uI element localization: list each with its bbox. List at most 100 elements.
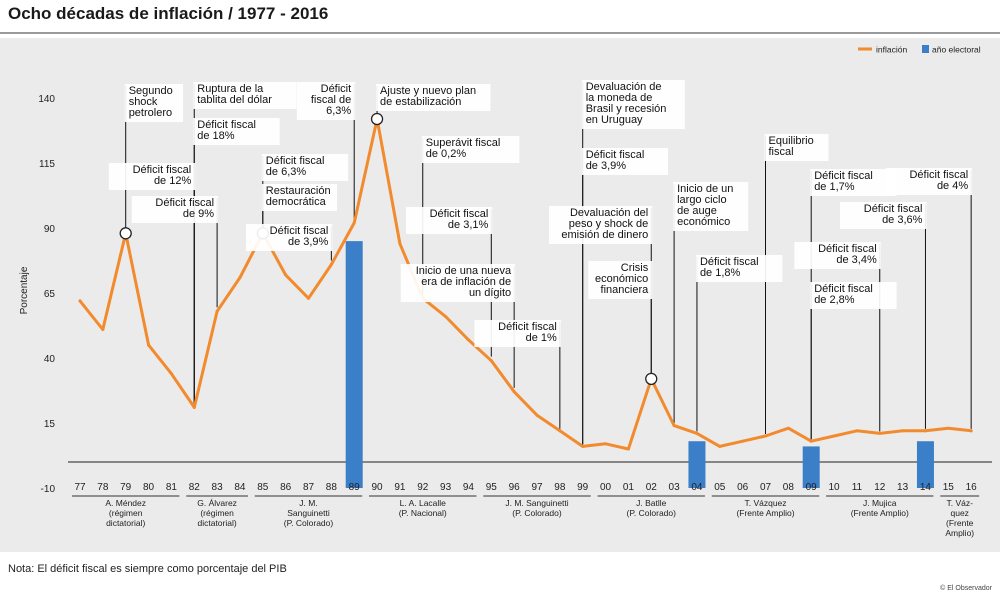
data-point [192,405,196,409]
data-point [238,276,242,280]
annotation-box [261,154,349,181]
annotation-box [549,206,653,244]
x-tick-label: 04 [691,482,703,493]
annotation-label: Superávit fiscal de 0,2% [426,137,501,160]
president-line: J. M. [299,498,317,508]
annotation-line: Brasil y recesión [586,103,667,115]
x-tick-label: 03 [669,482,681,493]
inflation-line [78,117,973,451]
data-point [832,434,836,438]
annotation-line: de 1,7% [814,181,855,193]
annotation-line: de 1,8% [700,267,741,279]
annotation-line: largo ciclo [677,194,727,206]
annotation-label: Déficit fiscal de 1% [498,321,557,344]
annotation-label: Déficit fiscal de 6,3% [266,155,325,178]
annotation-label: Déficit fiscal de 3,9% [270,225,329,248]
data-point [329,263,333,267]
annotation-line: petrolero [129,107,172,119]
x-tick-label: 81 [166,482,178,493]
president-line: (P. Nacional) [399,508,447,518]
annotation-line: Déficit fiscal [909,169,968,181]
data-point [489,359,493,363]
annotation-line: fiscal [769,146,794,158]
annotation-line: Déficit fiscal [818,243,877,255]
president-line: (Frente Amplio) [851,508,909,518]
data-point [215,309,219,313]
x-tick-label: 09 [806,482,818,493]
annotation-line: Déficit fiscal [498,321,557,333]
x-tick-label: 77 [74,482,86,493]
footnote: Nota: El déficit fiscal es siempre como … [8,563,287,575]
annotation-box [261,184,337,211]
annotation-label: Segundo shock petrolero [129,85,173,119]
annotation-line: de 3,9% [288,236,329,248]
president-line: T. Váz- [946,498,973,508]
annotation-box [376,84,491,111]
legend-election-swatch [922,45,929,53]
annotation-line: emisión de dinero [561,229,648,241]
annotation-label: Déficit fiscal de 12% [133,164,192,187]
data-point [535,413,539,417]
annotation-line: shock [129,96,158,108]
annotation-line: de 18% [197,130,235,142]
data-point [855,429,859,433]
legend: inflación año electoral [858,45,981,55]
president-label: G. Álvarez (régimen dictatorial) [197,498,237,528]
data-point [672,424,676,428]
annotation-line: de 4% [937,180,968,192]
data-point [923,429,927,433]
x-tick-label: 80 [143,482,155,493]
x-tick-label: 91 [394,482,406,493]
annotation-line: de 1% [526,332,557,344]
data-point [626,447,630,451]
annotation-line: financiera [601,284,650,296]
annotation-line: Ajuste y nuevo plan [380,85,476,97]
data-point [604,442,608,446]
data-point [352,221,356,225]
president-line: G. Álvarez [197,498,237,508]
president-label: A. Méndez (régimen dictatorial) [105,498,146,528]
president-label: J. M. Sanguinetti (P. Colorado) [284,498,334,528]
annotation-box [474,320,561,347]
president-line: (P. Colorado) [627,508,677,518]
x-tick-label: 83 [212,482,224,493]
annotation-line: de auge [677,205,717,217]
annotation-box [193,118,280,145]
x-tick-label: 15 [943,482,955,493]
annotation-label: Equilibrio fiscal [769,135,814,158]
x-tick-label: 78 [97,482,109,493]
annotation-box [405,207,493,234]
annotation-box [193,82,297,109]
annotation-line: democrática [266,196,327,208]
annotation-line: de 3,9% [586,160,627,172]
y-tick-label: 15 [44,419,56,430]
annotation-line: Déficit fiscal [700,256,759,268]
data-point [946,426,950,430]
election-bar [345,241,363,489]
president-line: quez [951,508,969,518]
annotation-label: Déficit fiscal de 2,8% [814,283,873,306]
election-bar [802,446,820,489]
annotation-line: Inicio de un [677,183,733,195]
annotation-label: Déficit fiscal de 9% [155,197,214,220]
annotation-label: Inicio de una nueva era de inflación de un… [416,265,512,299]
annotation-line: un dígito [469,287,511,299]
annotation-box [588,261,653,299]
annotation-line: de 12% [154,175,192,187]
data-point [695,431,699,435]
annotation-line: de 2,8% [814,294,855,306]
annotation-box [695,255,783,282]
x-tick-label: 97 [531,482,543,493]
annotation-label: Déficit fiscal de 4% [909,169,968,192]
annotation-label: Inicio de un largo ciclo de auge económico [677,183,733,228]
legend-election-label: año electoral [932,45,981,55]
data-point [169,372,173,376]
source-credit: © El Observador [940,585,992,592]
annotation-line: en Uruguay [586,114,643,126]
annotation-box [421,136,520,163]
annotation-line: Déficit fiscal [814,283,873,295]
data-point [878,431,882,435]
election-bars [345,241,934,489]
president-line: dictatorial) [197,518,236,528]
annotation-box [131,196,219,223]
